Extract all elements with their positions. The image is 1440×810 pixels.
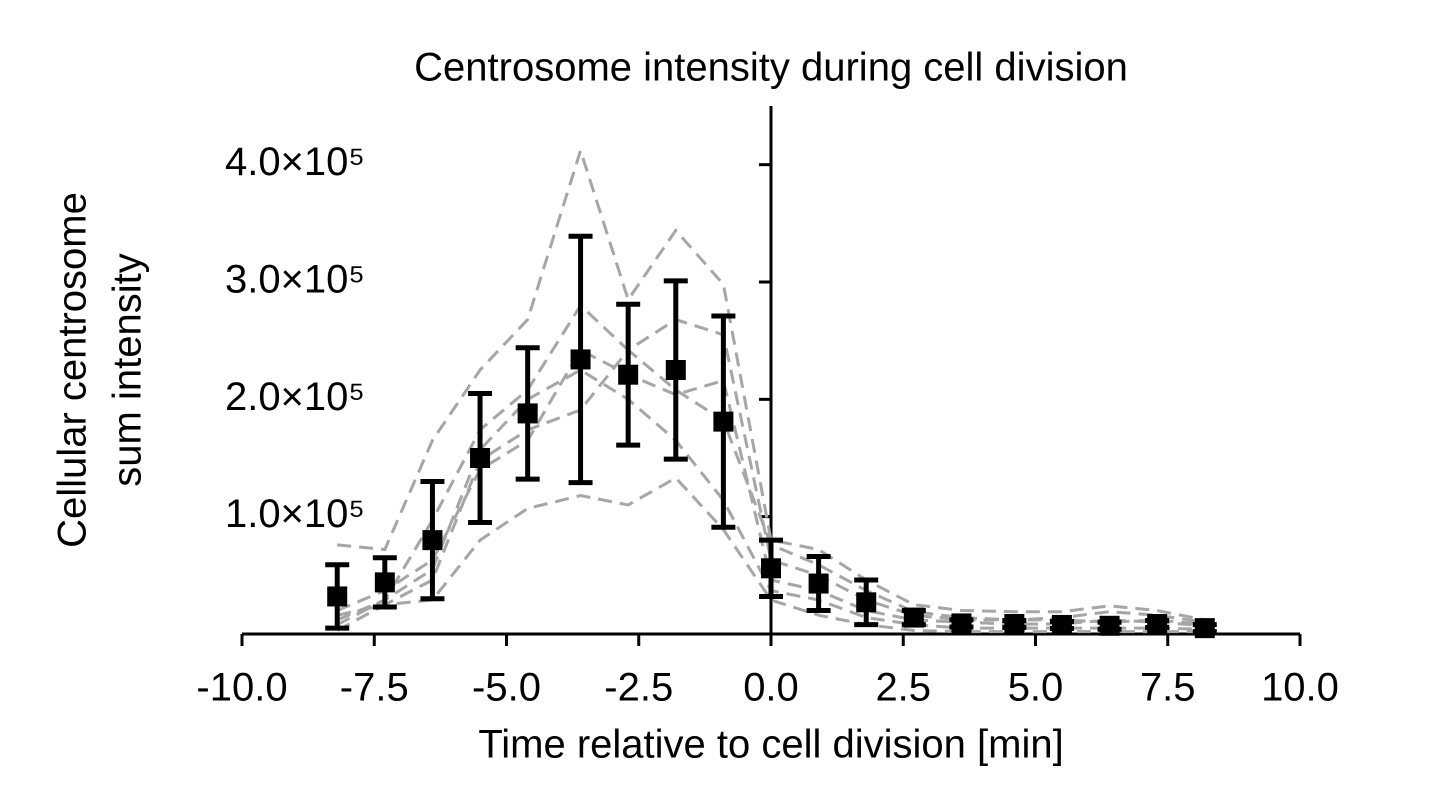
mean-marker — [618, 364, 639, 385]
mean-marker — [517, 403, 538, 424]
x-tick-label: -10.0 — [196, 666, 287, 710]
x-tick-label: -2.5 — [604, 666, 673, 710]
mean-marker — [374, 572, 395, 593]
x-tick-label: 10.0 — [1261, 666, 1339, 710]
y-axis-label: Cellular centrosome — [51, 192, 95, 548]
mean-marker — [422, 530, 443, 551]
x-tick-label: 7.5 — [1140, 666, 1196, 710]
x-tick-label: 0.0 — [743, 666, 799, 710]
trace-line — [337, 145, 1206, 622]
mean-marker — [1147, 614, 1168, 635]
x-tick-label: -5.0 — [472, 666, 541, 710]
mean-marker — [1194, 618, 1215, 639]
mean-marker — [1099, 615, 1120, 636]
y-axis-label: sum intensity — [106, 253, 150, 486]
x-axis-label: Time relative to cell division [min] — [478, 723, 1063, 767]
y-tick-label: 1.0×10⁵ — [225, 492, 365, 536]
mean-marker — [903, 607, 924, 628]
mean-marker — [761, 558, 781, 579]
y-tick-label: 3.0×10⁵ — [225, 258, 365, 302]
mean-marker — [713, 411, 734, 432]
y-tick-label: 4.0×10⁵ — [225, 140, 365, 184]
mean-marker — [808, 573, 829, 594]
mean-marker — [327, 586, 348, 607]
x-tick-label: 5.0 — [1008, 666, 1064, 710]
chart-title: Centrosome intensity during cell divisio… — [414, 46, 1128, 90]
mean-marker — [665, 360, 686, 380]
mean-marker — [1051, 614, 1072, 635]
x-tick-label: -7.5 — [340, 666, 409, 710]
mean-marker — [470, 448, 491, 468]
mean-marker — [951, 613, 972, 634]
mean-marker — [570, 349, 591, 370]
x-tick-label: 2.5 — [875, 666, 931, 710]
mean-marker — [856, 592, 877, 613]
y-tick-label: 2.0×10⁵ — [225, 375, 365, 419]
mean-marker — [1004, 614, 1025, 635]
